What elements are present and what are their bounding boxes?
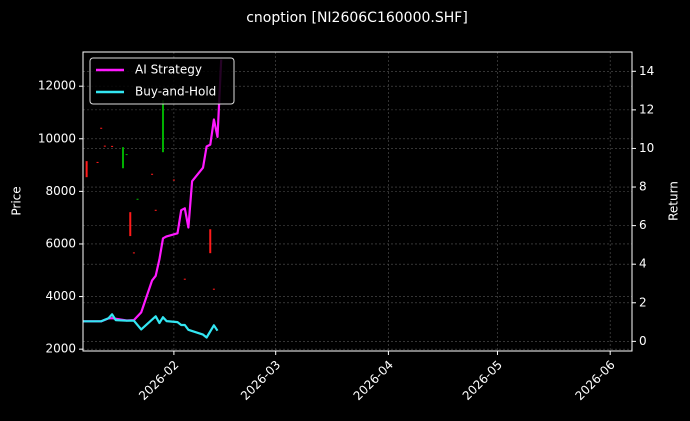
y2-tick-label: 8 [639, 180, 647, 194]
candle-body [129, 212, 132, 237]
legend-label: AI Strategy [135, 63, 202, 77]
legend-box [89, 57, 235, 105]
y-tick-label: 8000 [45, 184, 76, 198]
y2-axis-label: Return [667, 181, 681, 221]
candle-body [103, 145, 106, 147]
legend: AI Strategy Buy-and-Hold [89, 57, 235, 105]
y2-tick-label: 14 [639, 64, 654, 78]
x-tick-label: 2026-05 [460, 358, 505, 403]
candle-body [209, 229, 212, 254]
y-tick-label: 10000 [38, 131, 76, 145]
y2-tick-label: 4 [639, 257, 647, 271]
candle-body [111, 145, 114, 147]
candle-body [154, 209, 157, 211]
candle-body [96, 161, 99, 163]
y-tick-label: 6000 [45, 236, 76, 250]
candle-body [172, 179, 175, 181]
y2-tick-label: 2 [639, 295, 647, 309]
legend-label: Buy-and-Hold [135, 85, 216, 99]
y2-tick-label: 10 [639, 141, 654, 155]
candle-body [85, 161, 88, 178]
y-tick-label: 12000 [38, 79, 76, 93]
candle-body [183, 278, 186, 280]
y-tick-label: 2000 [45, 342, 76, 356]
y2-tick-label: 0 [639, 334, 647, 348]
x-tick-label: 2026-02 [136, 358, 181, 403]
candle-body [125, 154, 128, 156]
y2-tick-label: 12 [639, 102, 654, 116]
y2-tick-label: 6 [639, 218, 647, 232]
x-tick-label: 2026-03 [238, 358, 283, 403]
candle-body [100, 127, 103, 129]
y-tick-label: 4000 [45, 289, 76, 303]
plot-frame [82, 51, 633, 352]
candle-body [212, 288, 215, 290]
candle-body [161, 100, 164, 153]
series-line [83, 313, 219, 339]
y-axis-label: Price [10, 186, 24, 215]
candle-body [136, 198, 139, 200]
candle-body [121, 147, 124, 169]
candle-body [132, 252, 135, 254]
x-tick-label: 2026-04 [351, 358, 396, 403]
chart-title: cnoption [NI2606C160000.SHF] [246, 10, 468, 26]
candle-body [151, 173, 154, 175]
x-tick-label: 2026-06 [572, 358, 617, 403]
